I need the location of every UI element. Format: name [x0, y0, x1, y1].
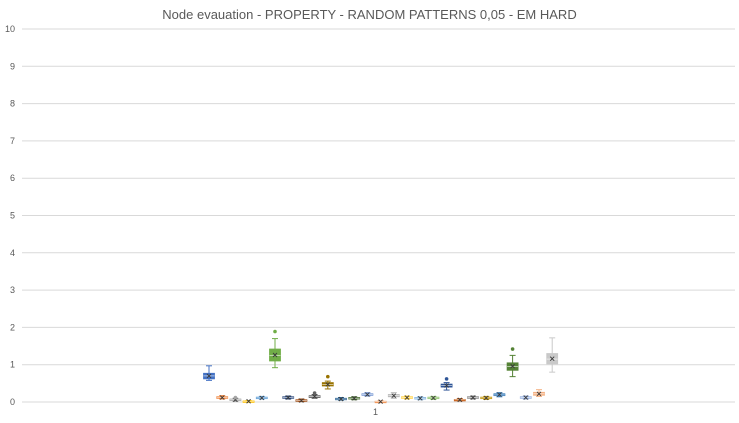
- box-series-4: [242, 398, 255, 404]
- box-series-23: [493, 392, 506, 398]
- box-series-14: [374, 399, 387, 404]
- chart-title: Node evauation - PROPERTY - RANDOM PATTE…: [162, 7, 576, 22]
- mean-marker: [378, 399, 383, 404]
- mean-marker: [285, 395, 291, 400]
- y-tick-label: 7: [10, 136, 15, 146]
- box-series-8: [295, 398, 308, 403]
- mean-marker: [219, 395, 225, 400]
- mean-marker: [444, 383, 449, 388]
- outlier-point: [444, 377, 449, 381]
- mean-marker: [365, 392, 370, 397]
- y-axis-ticks: 0 1 2 3 4 5 6 7 8 9 10: [5, 24, 15, 407]
- outlier-point: [510, 347, 515, 351]
- mean-marker: [457, 397, 463, 403]
- mean-marker: [351, 395, 357, 401]
- y-tick-label: 1: [10, 360, 15, 370]
- mean-marker: [483, 395, 489, 401]
- box-series-15: [387, 392, 400, 399]
- box-series-18: [427, 395, 440, 401]
- box-series-7: [282, 395, 295, 400]
- box-series-9: [308, 391, 321, 399]
- mean-marker: [523, 395, 529, 400]
- mean-marker: [470, 395, 476, 400]
- mean-marker: [549, 356, 555, 362]
- y-tick-label: 4: [10, 248, 15, 258]
- y-tick-label: 3: [10, 285, 15, 295]
- y-tick-label: 5: [10, 211, 15, 221]
- box-series: [203, 329, 559, 404]
- box-series-3: [229, 395, 242, 403]
- y-tick-label: 2: [10, 322, 15, 332]
- box-series-13: [361, 392, 374, 397]
- box-series-27: [546, 337, 559, 373]
- box-series-11: [335, 396, 347, 402]
- box-series-26: [533, 389, 545, 397]
- outlier-point: [233, 395, 238, 400]
- y-tick-label: 6: [10, 173, 15, 183]
- outlier-point: [326, 374, 330, 379]
- box-series-21: [467, 395, 479, 400]
- mean-marker: [404, 395, 410, 400]
- box-series-24: [506, 347, 519, 378]
- y-tick-label: 10: [5, 24, 15, 34]
- box-series-5: [255, 395, 268, 401]
- x-tick-label: 1: [373, 407, 378, 417]
- y-tick-label: 9: [10, 61, 15, 71]
- mean-marker: [417, 395, 423, 401]
- box-series-2: [216, 395, 229, 400]
- box-series-1: [203, 365, 215, 381]
- box-series-25: [519, 395, 532, 400]
- mean-marker: [391, 393, 397, 398]
- mean-marker: [536, 391, 542, 397]
- x-axis-ticks: 1: [373, 407, 378, 417]
- box-series-12: [348, 395, 361, 401]
- box-series-17: [414, 395, 427, 401]
- mean-marker: [206, 373, 212, 379]
- box-series-6: [269, 329, 281, 369]
- mean-marker: [272, 352, 278, 358]
- outlier-point: [273, 329, 277, 334]
- mean-marker: [338, 396, 344, 402]
- box-series-20: [453, 397, 466, 403]
- mean-marker: [510, 363, 515, 369]
- mean-marker: [246, 398, 251, 404]
- y-tick-label: 8: [10, 99, 15, 109]
- gridlines: [22, 28, 735, 403]
- mean-marker: [259, 395, 265, 401]
- mean-marker: [431, 395, 436, 401]
- mean-marker: [299, 398, 304, 403]
- box-series-16: [401, 395, 413, 400]
- box-series-19: [440, 377, 453, 391]
- box-series-22: [480, 395, 493, 401]
- y-tick-label: 0: [10, 397, 15, 407]
- mean-marker: [312, 394, 317, 399]
- outlier-point: [312, 391, 317, 395]
- mean-marker: [497, 392, 502, 397]
- box-series-10: [321, 374, 334, 390]
- mean-marker: [325, 382, 331, 387]
